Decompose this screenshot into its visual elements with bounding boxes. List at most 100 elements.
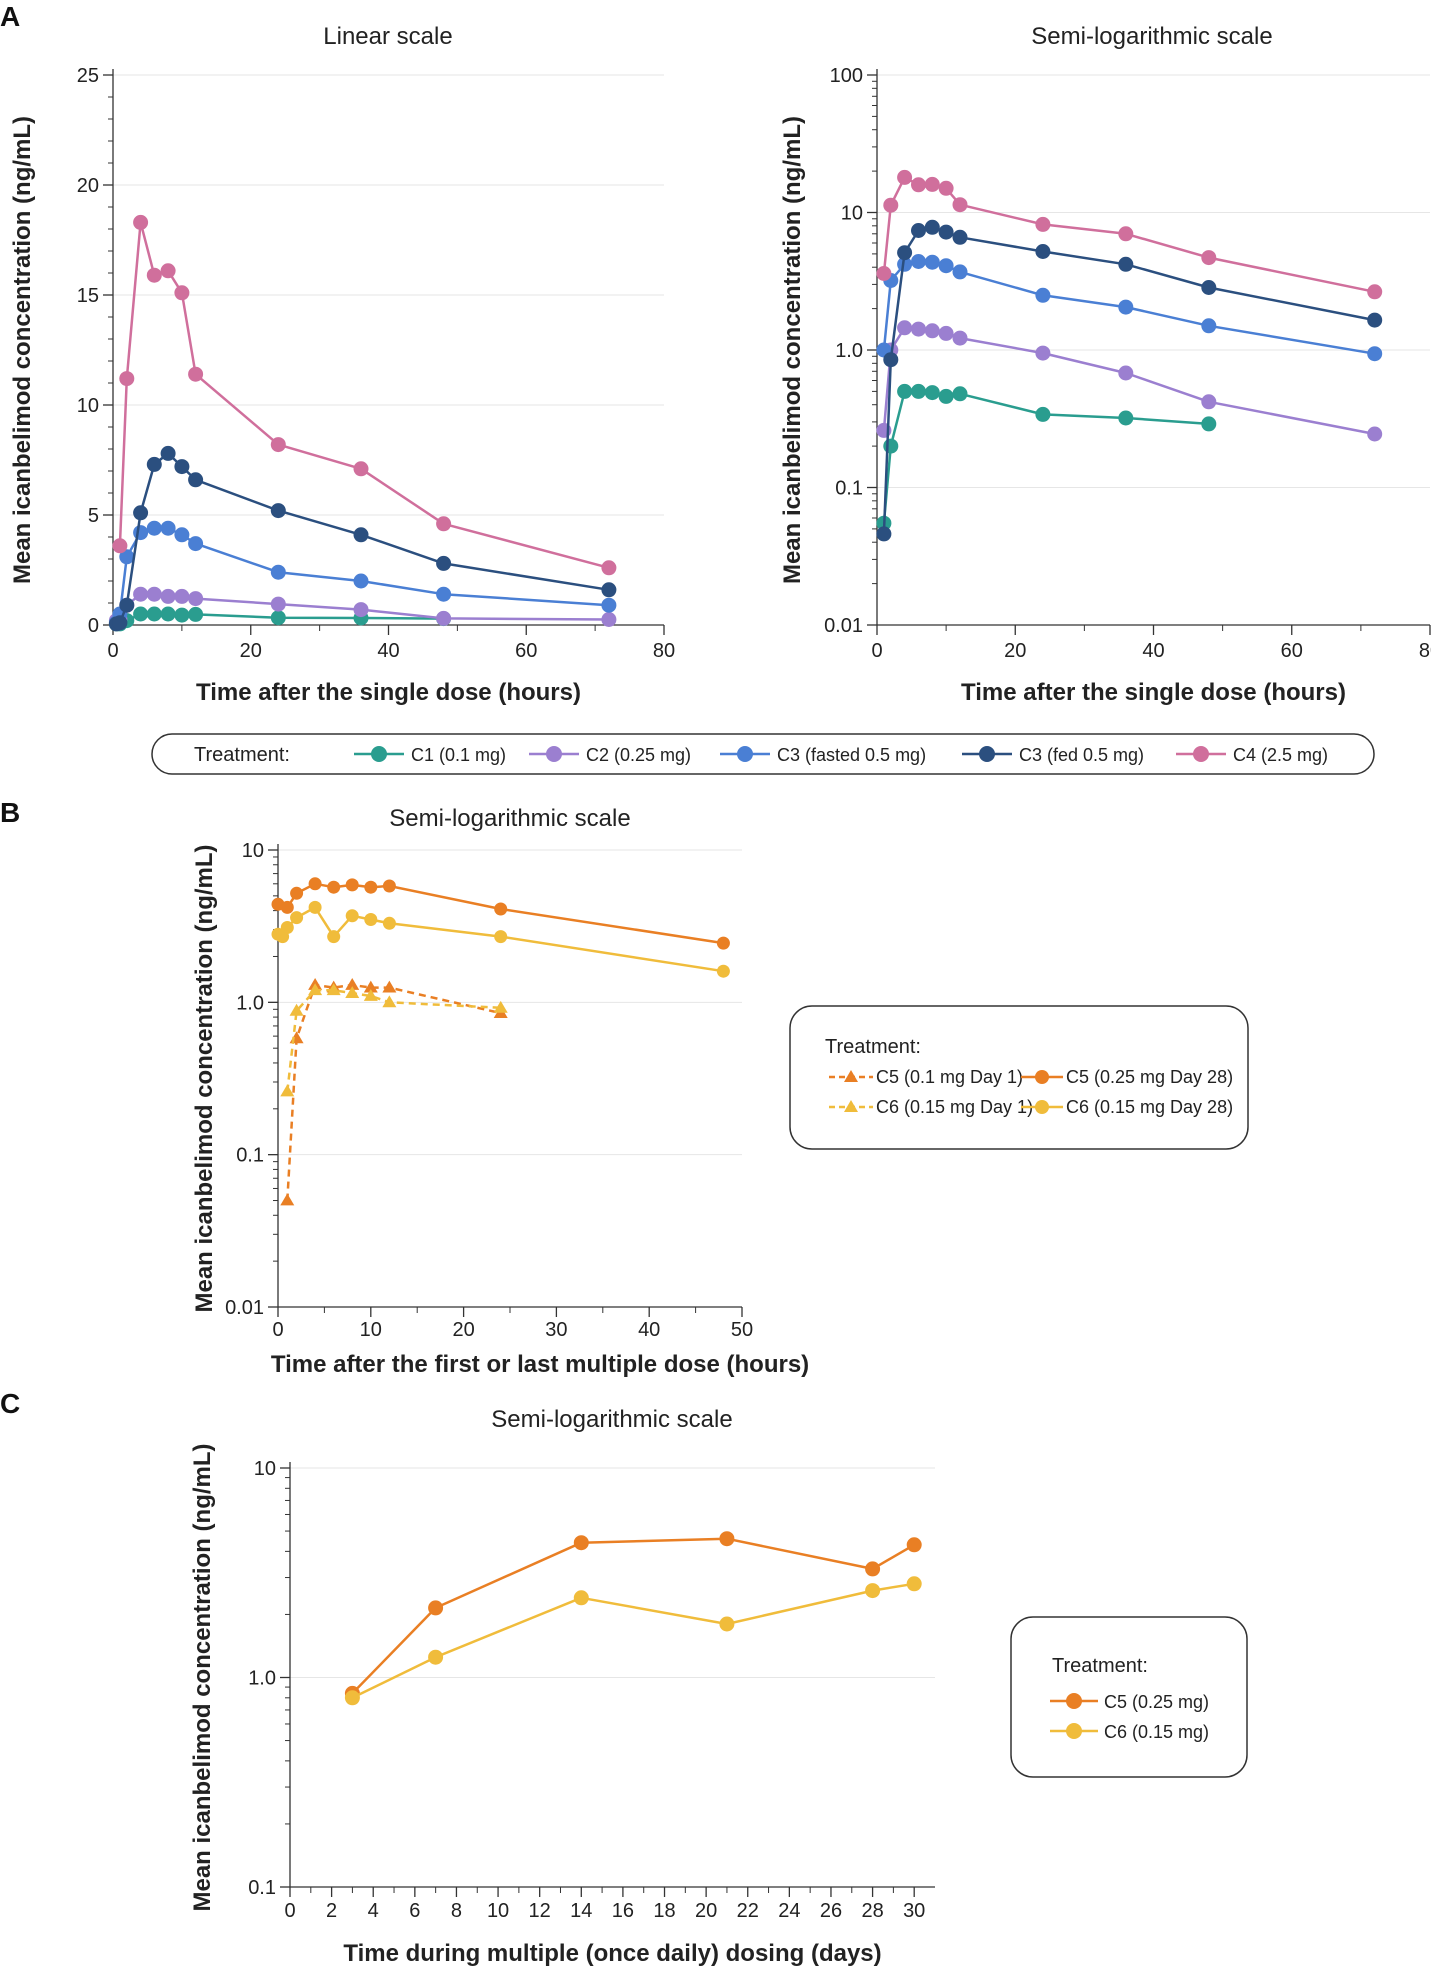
y-tick-label: 0.1 xyxy=(248,1877,276,1899)
data-point xyxy=(382,995,397,1008)
data-point xyxy=(146,456,162,472)
data-point xyxy=(174,607,190,623)
series-line xyxy=(286,983,501,1201)
data-point xyxy=(382,980,397,993)
data-point xyxy=(345,986,360,998)
data-point xyxy=(911,177,926,193)
data-point xyxy=(270,564,286,580)
data-point xyxy=(174,588,190,604)
data-point xyxy=(428,1600,444,1616)
data-point xyxy=(112,615,128,631)
chart-title: Linear scale xyxy=(323,23,452,50)
legend-a-marker-c1 xyxy=(371,746,387,762)
data-point xyxy=(133,586,149,602)
legend-b-item: C6 (0.15 mg Day 1) xyxy=(829,1097,1033,1117)
data-point xyxy=(174,527,190,543)
x-tick-label: 20 xyxy=(452,1319,474,1341)
data-point xyxy=(897,383,913,399)
x-axis-label: Time after the single dose (hours) xyxy=(961,679,1346,706)
data-point xyxy=(716,964,730,978)
y-tick-label: 15 xyxy=(77,285,99,307)
data-point xyxy=(308,900,322,914)
chart-b-semilog: Semi-logarithmic scale 0.01 0.1 1.0 10 0 10 20 3… xyxy=(191,805,809,1378)
data-point xyxy=(938,224,954,240)
x-tick-label: 40 xyxy=(377,640,399,662)
legend-a-marker-c4 xyxy=(1193,746,1209,762)
data-point xyxy=(1118,410,1134,426)
data-point xyxy=(428,1649,444,1665)
legend-b-marker-c5-day28 xyxy=(1035,1070,1049,1084)
data-point xyxy=(133,606,149,622)
data-point xyxy=(1367,426,1383,442)
data-point xyxy=(924,254,940,270)
data-point xyxy=(188,591,204,607)
panel-label-a: A xyxy=(0,1,20,32)
data-point xyxy=(146,520,162,536)
data-point xyxy=(911,223,926,238)
data-point xyxy=(716,936,730,950)
legend-b-label-c6-day28: C6 (0.15 mg Day 28) xyxy=(1066,1097,1233,1117)
x-tick-label: 28 xyxy=(861,1900,883,1922)
x-tick-label: 40 xyxy=(1142,640,1164,662)
legend-a-label-c3fed: C3 (fed 0.5 mg) xyxy=(1019,745,1144,765)
y-tick-label: 10 xyxy=(242,840,264,862)
y-tick-label: 0.1 xyxy=(835,478,863,500)
data-point xyxy=(1118,299,1134,315)
legend-a-label-c3fasted: C3 (fasted 0.5 mg) xyxy=(777,745,926,765)
data-point xyxy=(174,459,190,475)
legend-a-label-c1: C1 (0.1 mg) xyxy=(411,745,506,765)
data-point xyxy=(133,214,149,230)
data-point xyxy=(952,264,968,280)
data-point xyxy=(1035,287,1051,303)
data-point xyxy=(363,989,378,1001)
y-tick-label: 100 xyxy=(830,65,863,87)
x-tick-label: 18 xyxy=(653,1900,675,1922)
data-point xyxy=(382,879,396,893)
data-point xyxy=(270,610,286,626)
legend-b-label-c6-day1: C6 (0.15 mg Day 1) xyxy=(876,1097,1033,1117)
data-point xyxy=(280,1193,295,1206)
data-point xyxy=(1367,284,1383,300)
data-point xyxy=(601,597,617,613)
data-point xyxy=(601,612,617,627)
data-point xyxy=(865,1583,881,1599)
data-point xyxy=(188,606,204,622)
data-point xyxy=(270,437,286,453)
data-point xyxy=(327,930,341,944)
data-point xyxy=(897,169,913,185)
y-tick-label: 10 xyxy=(254,1458,276,1480)
x-tick-label: 24 xyxy=(778,1900,800,1922)
data-point xyxy=(573,1590,589,1606)
legend-c-marker-c6 xyxy=(1066,1723,1082,1739)
data-point xyxy=(280,921,294,934)
data-point xyxy=(280,900,294,914)
data-point xyxy=(308,877,322,891)
legend-a-item: C4 (2.5 mg) xyxy=(1176,745,1328,765)
data-point xyxy=(160,606,176,622)
data-point xyxy=(345,878,359,892)
chart-title: Semi-logarithmic scale xyxy=(491,1406,732,1433)
data-point xyxy=(924,385,940,401)
data-point xyxy=(911,254,926,269)
data-point xyxy=(1035,345,1051,361)
chart-a-linear: Linear scale 0 5 10 15 20 25 0 20 40 60 80 Time afte… xyxy=(9,23,675,706)
legend-a-marker-c3fasted xyxy=(737,746,753,762)
data-point xyxy=(1367,312,1383,328)
legend-b-label-c5-day28: C5 (0.25 mg Day 28) xyxy=(1066,1067,1233,1087)
data-point xyxy=(938,180,954,196)
legend-c-marker-c5 xyxy=(1066,1693,1082,1709)
data-point xyxy=(911,383,926,399)
y-tick-label: 1.0 xyxy=(835,340,863,362)
x-tick-label: 30 xyxy=(545,1319,567,1341)
legend-b-frame xyxy=(789,1005,1249,1150)
y-tick-label: 5 xyxy=(88,505,99,527)
data-point xyxy=(494,902,508,916)
data-point xyxy=(188,366,204,382)
x-tick-label: 14 xyxy=(570,1900,592,1922)
data-point xyxy=(938,325,954,341)
data-point xyxy=(1367,346,1383,362)
x-tick-label: 10 xyxy=(487,1900,509,1922)
data-point xyxy=(924,323,940,339)
data-point xyxy=(952,386,968,402)
x-tick-label: 0 xyxy=(272,1319,283,1341)
